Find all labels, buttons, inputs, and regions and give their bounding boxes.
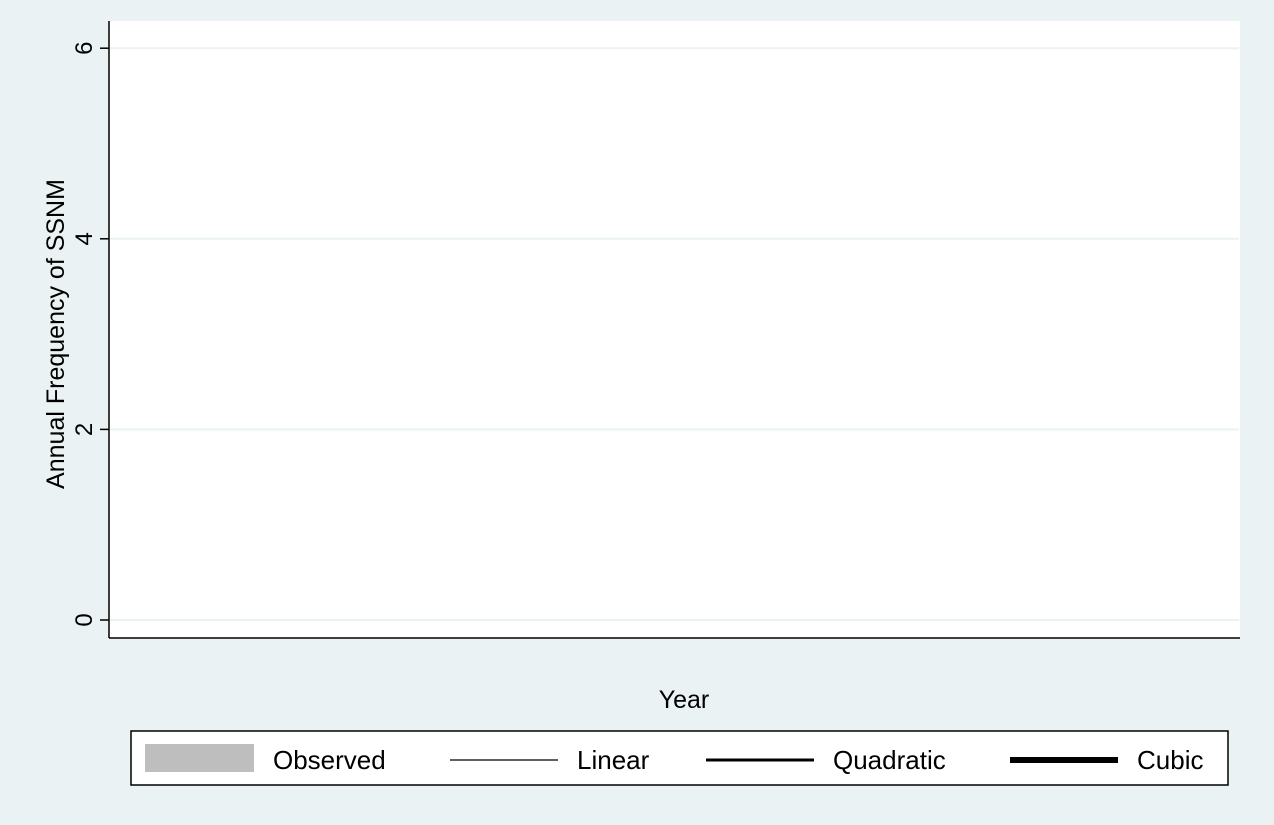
legend: Observed Linear Quadratic Cubic <box>130 730 1229 786</box>
y-axis-ticks: 0 2 4 6 <box>71 42 109 627</box>
legend-observed-swatch <box>145 744 254 772</box>
legend-linear-label: Linear <box>577 745 650 775</box>
legend-cubic-label: Cubic <box>1137 745 1203 775</box>
gridlines <box>110 47 1239 621</box>
legend-observed-label: Observed <box>273 745 386 775</box>
x-axis-title: Year <box>659 686 710 714</box>
y-axis-title: Annual Frequency of SSNM <box>42 179 70 489</box>
plot-area <box>109 21 1240 638</box>
y-tick-label: 4 <box>71 232 98 245</box>
y-tick-label: 0 <box>71 613 98 626</box>
legend-quadratic-label: Quadratic <box>833 745 946 775</box>
y-tick-label: 6 <box>71 42 98 55</box>
legend-box <box>130 730 1229 786</box>
y-tick-label: 2 <box>71 423 98 436</box>
